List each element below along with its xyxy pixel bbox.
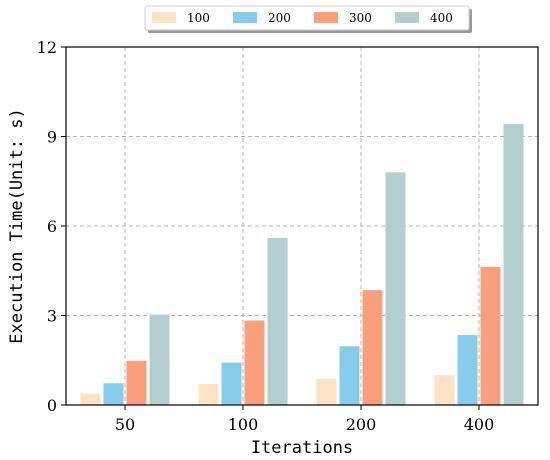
bar-series: [80, 123, 524, 405]
grid-lines: [66, 47, 538, 405]
legend-swatch-100: [152, 12, 176, 23]
bar-series-200-400: [457, 334, 478, 405]
legend-label: 100: [187, 11, 210, 25]
legend-label: 200: [268, 11, 291, 25]
x-tick-label: 200: [346, 415, 377, 434]
bar-series-300-400: [480, 266, 501, 405]
bar-series-300-100: [244, 320, 265, 405]
y-axis-title: Execution Time(Unit: s): [7, 108, 27, 343]
bar-series-300-50: [126, 360, 147, 405]
legend-swatch-300: [314, 12, 338, 23]
bar-series-400-400: [503, 123, 524, 405]
bar-series-100-200: [316, 378, 337, 405]
bar-series-200-50: [103, 383, 124, 405]
bar-series-100-50: [80, 393, 101, 405]
x-tick-label: 400: [464, 415, 495, 434]
y-tick-label: 6: [47, 217, 57, 236]
bar-series-400-100: [267, 237, 288, 405]
bar-series-400-50: [149, 314, 170, 405]
y-axis-ticks: 0 3 6 9 12: [37, 38, 66, 415]
bar-series-100-100: [198, 384, 219, 405]
x-tick-label: 50: [115, 415, 135, 434]
legend-label: 400: [430, 11, 453, 25]
bar-series-100-400: [434, 375, 455, 405]
y-tick-label: 0: [47, 396, 57, 415]
x-tick-label: 100: [228, 415, 259, 434]
chart-legend: 100 200 300 400: [144, 5, 472, 33]
bar-series-200-100: [221, 362, 242, 405]
legend-swatch-200: [233, 12, 257, 23]
bar-series-400-200: [385, 172, 406, 405]
x-axis-title: Iterations: [251, 438, 353, 458]
legend-swatch-400: [395, 12, 419, 23]
y-tick-label: 3: [47, 307, 57, 326]
legend-box: [144, 5, 470, 31]
x-axis-ticks: 50 100 200 400: [115, 405, 494, 434]
y-tick-label: 12: [37, 38, 57, 57]
y-tick-label: 9: [47, 128, 57, 147]
bar-series-200-200: [339, 346, 360, 405]
legend-label: 300: [349, 11, 372, 25]
bar-series-300-200: [362, 290, 383, 405]
